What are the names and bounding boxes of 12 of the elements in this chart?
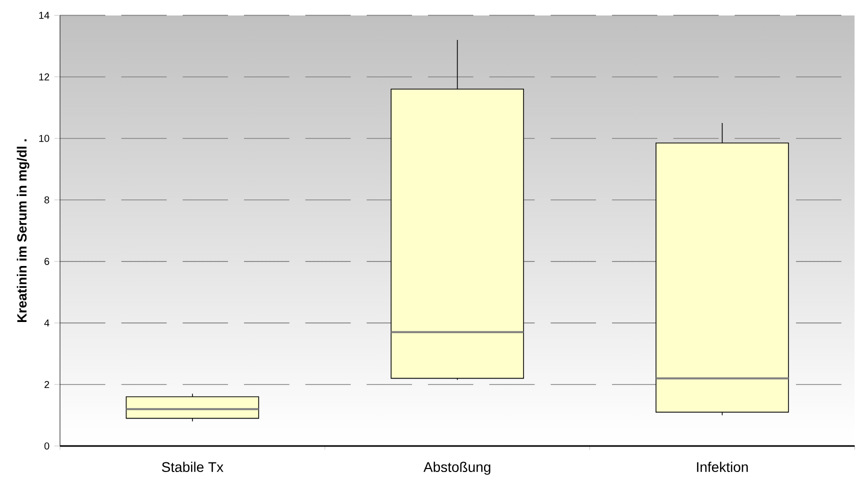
y-tick-label: 4 xyxy=(44,320,50,326)
y-tick-label: 2 xyxy=(44,380,50,388)
y-tick-label: 14 xyxy=(39,12,50,19)
y-tick-label: 8 xyxy=(44,196,50,204)
x-tick-label: Abstoßung xyxy=(424,462,490,475)
y-tick-label: 0 xyxy=(44,442,50,450)
y-axis-title: Kreatinin im Serum in mg/dl . xyxy=(16,139,30,322)
y-tick-label: 10 xyxy=(39,134,50,142)
y-tick-label: 12 xyxy=(39,73,50,80)
x-tick-label: Stabile Tx xyxy=(162,462,224,472)
x-tick-label: Infektion xyxy=(697,462,748,472)
y-tick-label: 6 xyxy=(44,258,50,265)
